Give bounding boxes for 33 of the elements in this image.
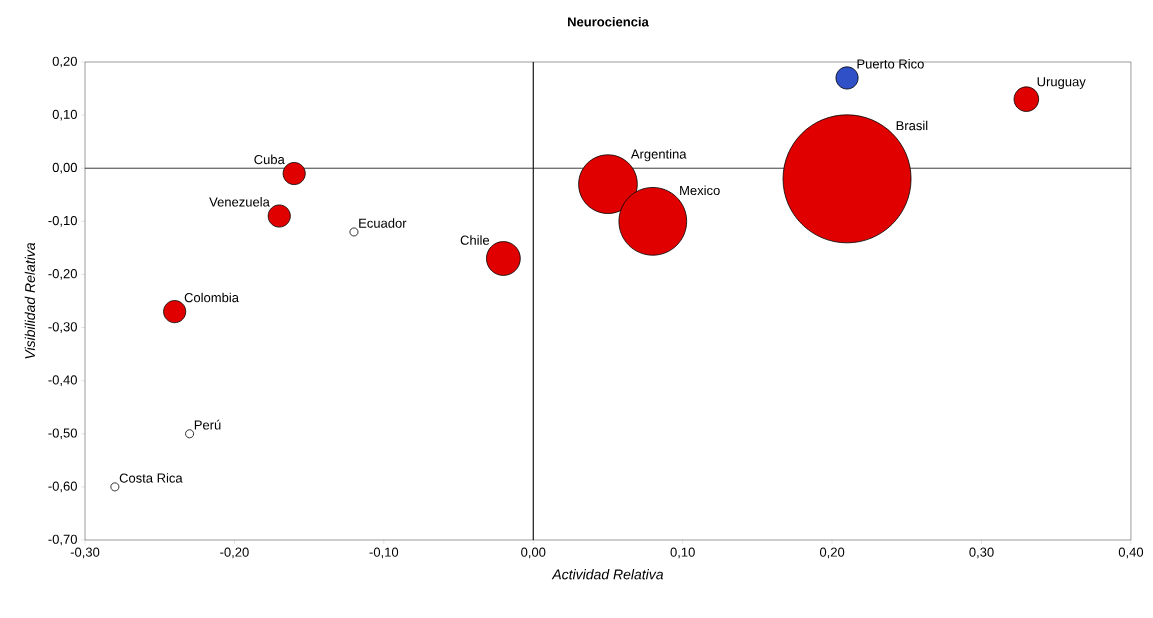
y-tick-label: -0,10 [48,215,77,227]
x-tick-label: 0,10 [670,547,695,559]
x-tick-label: 0,20 [819,547,845,559]
x-axis-title: Actividad Relativa [551,569,664,580]
x-tick-label: -0,20 [220,547,249,559]
y-tick-label: 0,20 [52,56,77,68]
y-axis-title: Visibilidad Relativa [24,242,36,359]
x-tick-label: -0,30 [70,547,100,559]
y-tick-label: -0,70 [48,534,77,546]
y-tick-label: -0,40 [48,375,77,387]
annotation: Brasil [896,120,928,131]
x-tick-label: 0,30 [969,547,994,559]
y-tick-label: -0,60 [48,481,77,493]
x-tick-label: 0,00 [521,547,546,559]
annotation: Uruguay [1037,77,1086,89]
annotation: Argentina [630,149,687,162]
annotation: Mexico [680,185,720,196]
annotation: Cuba [254,154,285,165]
chart-title: Neurociencia [568,16,649,27]
x-tick-label: 0,40 [1118,547,1144,559]
annotation: Perú [194,419,221,430]
y-tick-label: 0,10 [52,109,77,121]
y-tick-label: -0,30 [48,322,77,333]
annotation: Chile [460,235,490,245]
x-tick-label: -0,10 [369,547,399,559]
y-tick-label: -0,50 [48,428,77,440]
y-tick-label: -0,20 [48,269,77,280]
annotation: Puerto Rico [857,58,924,69]
annotation: Ecuador [359,218,407,228]
annotation: Costa Rica [119,473,183,483]
annotation: Venezuela [209,197,270,207]
annotation: Colombia [184,292,239,303]
y-tick-label: 0,00 [52,162,77,174]
